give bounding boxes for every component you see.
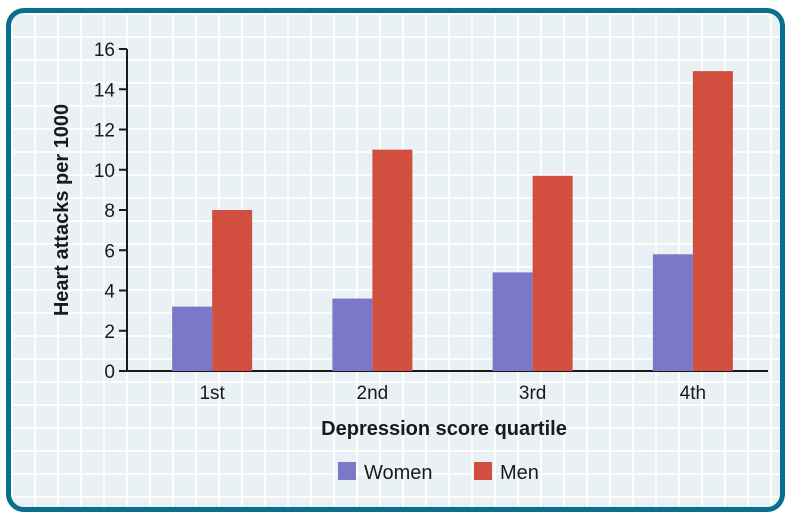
y-axis: 0 2 4 6 8 10 12 14 16 [94,40,128,383]
y-tick-label: 12 [94,121,115,142]
x-tick-label: 4th [680,383,706,404]
bar-women-4th [652,254,693,371]
bar-women-2nd [332,298,373,371]
bar-men-4th [692,71,733,371]
bar-women-3rd [492,272,533,371]
y-tick-label: 4 [104,282,115,303]
bars [172,71,733,371]
x-tick-label: 3rd [519,383,546,404]
y-tick-label: 0 [104,362,115,383]
y-tick-label: 14 [94,80,116,101]
y-tick-label: 2 [104,322,115,343]
legend-label-men: Men [500,462,539,484]
bar-men-1st [212,210,253,371]
y-tick-label: 8 [104,201,115,222]
bar-men-2nd [372,149,413,371]
bar-women-1st [172,306,213,371]
y-tick-label: 6 [104,241,115,262]
legend-label-women: Women [364,462,433,484]
legend-swatch-men [474,462,492,480]
x-tick-label: 2nd [357,383,389,404]
x-tick-label: 1st [199,383,225,404]
legend-swatch-women [338,462,356,480]
y-tick-label: 10 [94,161,115,182]
y-axis-title: Heart attacks per 1000 [51,104,73,316]
legend: Women Men [338,462,539,484]
x-axis-title: Depression score quartile [321,418,567,440]
x-axis: 1st 2nd 3rd 4th [127,370,768,404]
bar-men-3rd [532,175,573,371]
y-tick-label: 16 [94,40,115,61]
